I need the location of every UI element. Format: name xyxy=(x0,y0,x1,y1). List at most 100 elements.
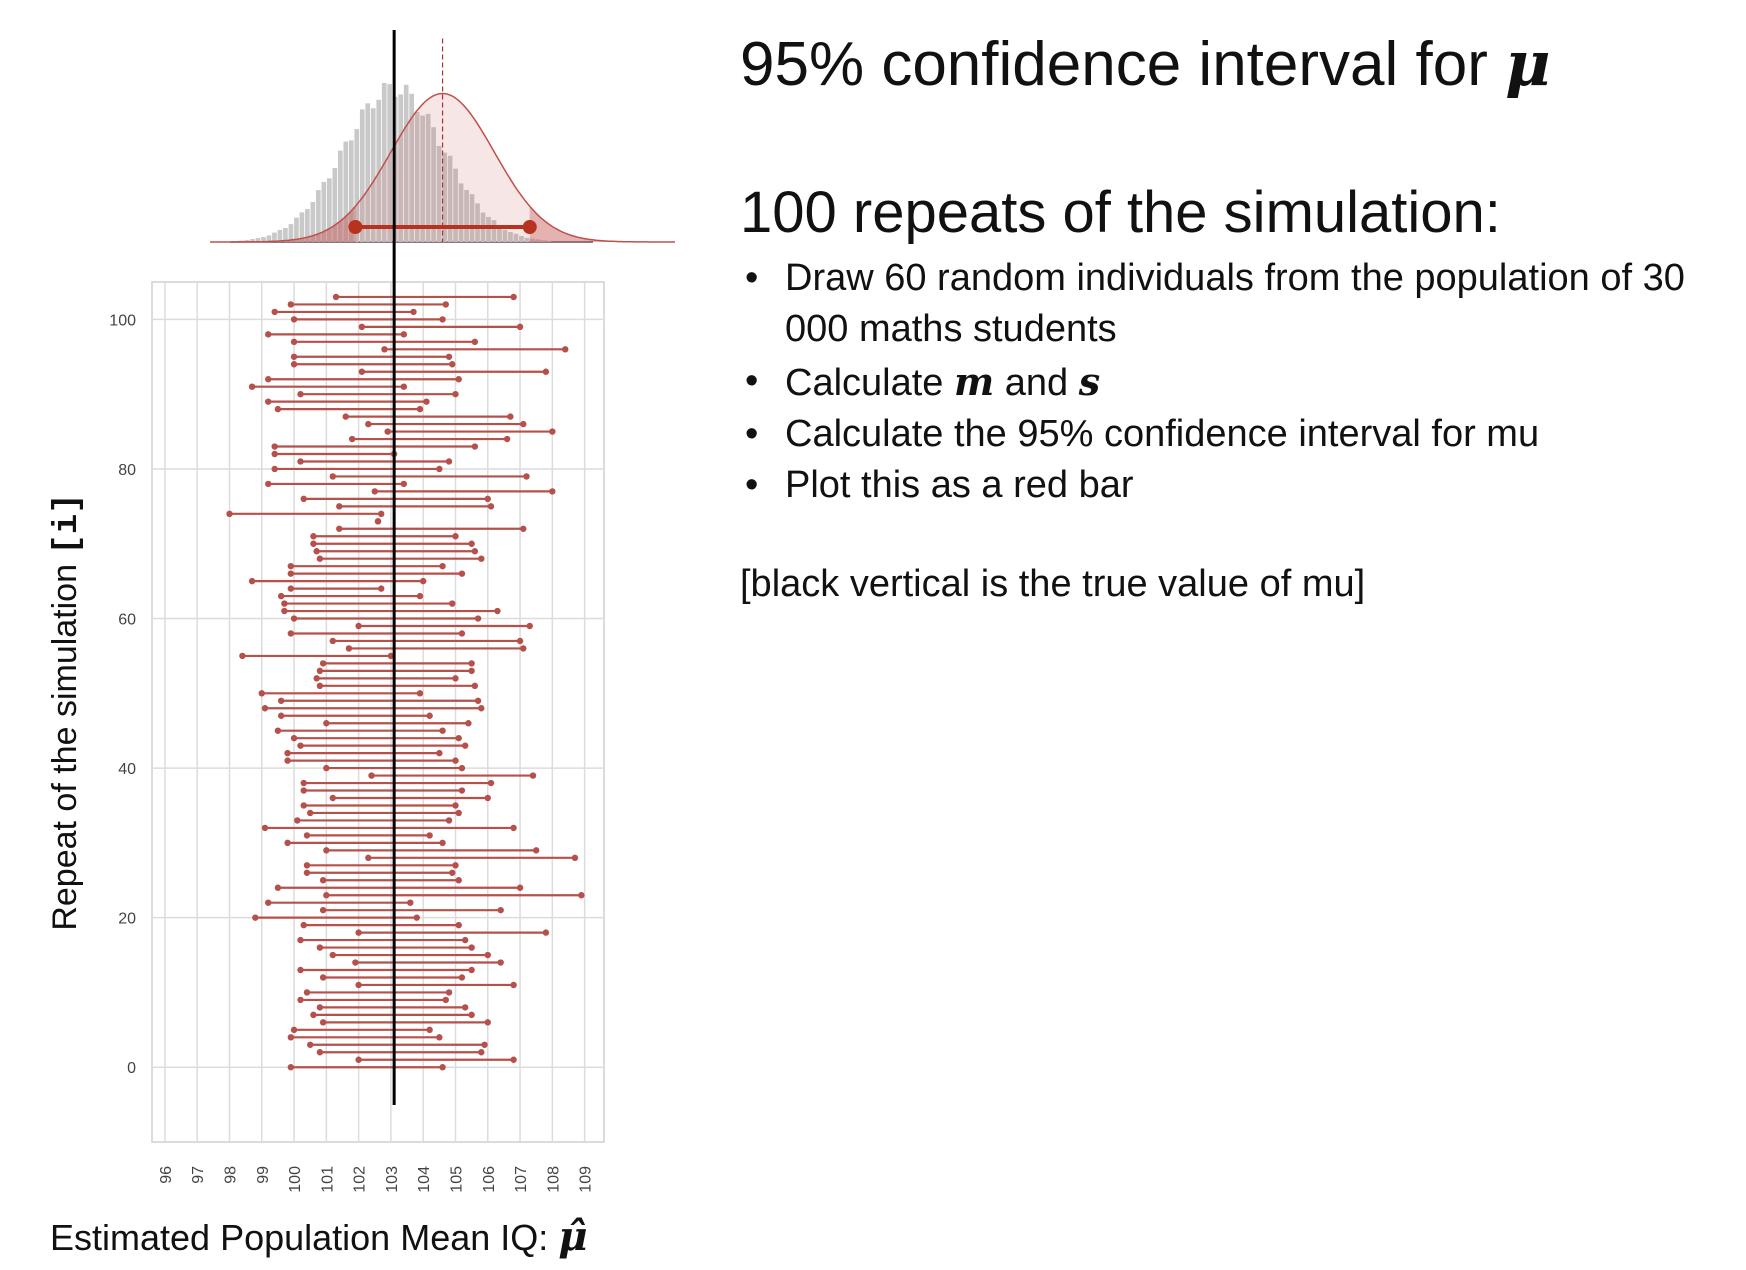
interval-lower-point xyxy=(310,1011,317,1019)
interval-upper-point xyxy=(455,921,462,929)
interval-upper-point xyxy=(452,862,459,869)
interval-upper-point xyxy=(439,1064,446,1071)
histogram-bar xyxy=(414,111,420,243)
y-axis-title-code: [i] xyxy=(49,493,87,554)
histogram-bar xyxy=(365,103,371,242)
interval-lower-point xyxy=(365,420,372,428)
interval-upper-point xyxy=(526,622,533,630)
bullet-item: Plot this as a red bar xyxy=(740,460,1730,512)
interval-upper-point xyxy=(458,570,466,577)
interval-upper-point xyxy=(497,906,504,914)
interval-lower-point xyxy=(271,465,278,473)
interval-upper-point xyxy=(452,757,459,764)
x-axis-title: Estimated Population Mean IQ: μ̂ xyxy=(50,1213,588,1260)
interval-lower-point xyxy=(365,854,372,862)
histogram-bar xyxy=(255,237,261,242)
histogram-bar xyxy=(475,203,480,242)
confidence-intervals xyxy=(226,293,585,1071)
interval-lower-point xyxy=(287,570,295,577)
interval-lower-point xyxy=(261,824,269,832)
interval-upper-point xyxy=(452,390,459,398)
x-tick-label: 107 xyxy=(513,1166,530,1193)
interval-lower-point xyxy=(342,413,349,420)
interval-upper-point xyxy=(471,338,479,346)
interval-upper-point xyxy=(484,1019,491,1026)
interval-upper-point xyxy=(571,854,579,862)
interval-lower-point xyxy=(336,525,343,532)
histogram-bar xyxy=(491,220,497,242)
histogram-bar xyxy=(288,224,294,242)
interval-upper-point xyxy=(468,1011,475,1019)
x-tick-label: 101 xyxy=(319,1166,336,1193)
interval-upper-point xyxy=(442,996,449,1004)
interval-lower-point xyxy=(303,832,311,839)
interval-upper-point xyxy=(484,794,491,802)
interval-upper-point xyxy=(516,884,524,891)
interval-upper-point xyxy=(455,376,462,383)
interval-lower-point xyxy=(287,585,295,592)
interval-lower-point xyxy=(226,510,233,518)
interval-lower-point xyxy=(261,705,269,712)
interval-upper-point xyxy=(516,323,524,331)
interval-upper-point xyxy=(458,787,466,794)
interval-lower-point xyxy=(265,376,272,383)
interval-upper-point xyxy=(468,667,475,675)
histogram-bar xyxy=(513,233,519,242)
interval-lower-point xyxy=(287,301,295,308)
interval-lower-point xyxy=(287,1034,295,1041)
interval-lower-point xyxy=(319,906,327,914)
histogram-bar xyxy=(508,232,513,242)
bullet-item: Calculate m and s xyxy=(740,356,1730,409)
interval-upper-point xyxy=(436,1034,443,1041)
interval-lower-point xyxy=(239,652,246,660)
interval-lower-point xyxy=(274,727,282,734)
interval-lower-point xyxy=(336,503,343,510)
interval-lower-point xyxy=(368,772,375,779)
interval-upper-point xyxy=(445,817,453,824)
y-tick-label: 20 xyxy=(118,911,136,928)
interval-upper-point xyxy=(497,959,504,966)
histogram-bar xyxy=(266,235,272,242)
interval-lower-point xyxy=(323,847,330,854)
interval-lower-point xyxy=(265,480,272,488)
histogram-bar xyxy=(431,127,436,242)
interval-lower-point xyxy=(274,884,282,891)
bullet-item: Calculate the 95% confidence interval fo… xyxy=(740,409,1730,461)
interval-upper-point xyxy=(439,316,446,323)
interval-lower-point xyxy=(290,734,298,742)
x-tick-label: 99 xyxy=(255,1166,272,1184)
interval-lower-point xyxy=(316,1049,324,1056)
interval-lower-point xyxy=(310,540,317,547)
interval-lower-point xyxy=(384,428,391,435)
interval-lower-point xyxy=(348,435,356,443)
histogram-bar xyxy=(398,94,404,242)
interval-upper-point xyxy=(468,540,475,547)
interval-upper-point xyxy=(533,847,540,854)
interval-upper-point xyxy=(516,637,524,645)
bullet-text: and xyxy=(994,361,1079,404)
interval-upper-point xyxy=(549,488,556,495)
interval-upper-point xyxy=(426,1026,433,1034)
interval-upper-point xyxy=(471,682,479,690)
interval-lower-point xyxy=(355,622,362,630)
interval-upper-point xyxy=(378,585,385,592)
interval-lower-point xyxy=(290,615,298,622)
density-tail-fill xyxy=(529,206,676,242)
interval-upper-point xyxy=(442,301,449,308)
interval-upper-point xyxy=(436,465,443,473)
x-tick-label: 109 xyxy=(578,1166,595,1193)
interval-upper-point xyxy=(400,383,408,390)
histogram-bar xyxy=(442,152,447,242)
interval-upper-point xyxy=(407,899,414,906)
interval-lower-point xyxy=(265,331,272,338)
mu-symbol: μ xyxy=(1505,27,1551,100)
interval-lower-point xyxy=(313,548,320,555)
histogram-bar xyxy=(316,190,321,242)
interval-upper-point xyxy=(449,869,456,876)
histogram-bar xyxy=(546,240,552,242)
interval-lower-point xyxy=(300,921,307,929)
interval-upper-point xyxy=(452,675,459,682)
density-tail-fill xyxy=(210,206,356,242)
interval-lower-point xyxy=(303,869,311,876)
interval-upper-point xyxy=(510,293,517,301)
